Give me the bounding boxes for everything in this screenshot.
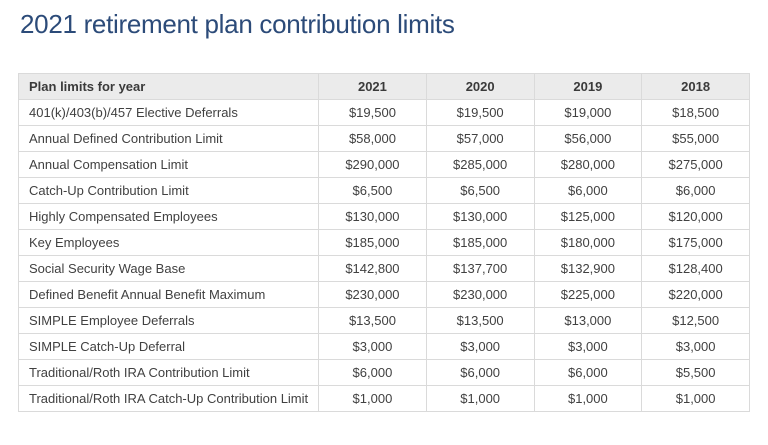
row-value: $19,000 [533,99,643,126]
row-label: Social Security Wage Base [17,255,320,282]
row-value: $58,000 [318,125,427,152]
row-value: $6,000 [425,359,535,386]
row-value: $130,000 [318,203,427,230]
row-value: $13,500 [318,307,427,334]
row-value: $57,000 [425,125,535,152]
column-header-2019: 2019 [533,73,643,100]
row-value: $230,000 [425,281,535,308]
row-value: $130,000 [425,203,535,230]
row-value: $180,000 [533,229,643,256]
table-body: 401(k)/403(b)/457 Elective Deferrals $19,… [17,99,750,412]
table-row: Annual Defined Contribution Limit $58,000… [17,125,750,152]
row-value: $1,000 [425,385,535,412]
row-label: Catch-Up Contribution Limit [17,177,320,204]
row-value: $185,000 [425,229,535,256]
row-value: $5,500 [641,359,750,386]
contribution-limits-table: Plan limits for year 2021 2020 2019 2018… [17,73,750,412]
row-value: $3,000 [318,333,427,360]
row-value: $3,000 [533,333,643,360]
table-row: 401(k)/403(b)/457 Elective Deferrals $19,… [17,99,750,126]
row-value: $6,500 [318,177,427,204]
row-value: $125,000 [533,203,643,230]
table-row: SIMPLE Employee Deferrals $13,500 $13,500 $… [17,307,750,334]
row-value: $6,000 [318,359,427,386]
row-label: 401(k)/403(b)/457 Elective Deferrals [17,99,320,126]
row-value: $225,000 [533,281,643,308]
table-row: SIMPLE Catch-Up Deferral $3,000 $3,000 $3,0… [17,333,750,360]
table-header: Plan limits for year 2021 2020 2019 2018 [17,73,750,100]
table-row: Traditional/Roth IRA Catch-Up Contributi… [17,385,750,412]
row-value: $142,800 [318,255,427,282]
row-value: $6,000 [533,177,643,204]
row-value: $6,000 [533,359,643,386]
row-label: Annual Compensation Limit [17,151,320,178]
row-value: $185,000 [318,229,427,256]
row-value: $55,000 [641,125,750,152]
row-label: Defined Benefit Annual Benefit Maximum [17,281,320,308]
row-label: Traditional/Roth IRA Catch-Up Contributi… [17,385,320,412]
row-value: $6,500 [425,177,535,204]
row-value: $175,000 [641,229,750,256]
row-value: $137,700 [425,255,535,282]
row-value: $56,000 [533,125,643,152]
row-value: $280,000 [533,151,643,178]
table-row: Catch-Up Contribution Limit $6,500 $6,500 $… [17,177,750,204]
row-value: $120,000 [641,203,750,230]
row-value: $3,000 [425,333,535,360]
row-value: $128,400 [641,255,750,282]
row-value: $19,500 [425,99,535,126]
page-title: 2021 retirement plan contribution limits [20,9,455,39]
row-value: $13,500 [425,307,535,334]
row-value: $6,000 [641,177,750,204]
row-value: $285,000 [425,151,535,178]
table-header-row: Plan limits for year 2021 2020 2019 2018 [17,73,750,100]
column-header-plan-limits: Plan limits for year [17,73,320,100]
table-row: Defined Benefit Annual Benefit Maximum $2… [17,281,750,308]
row-value: $19,500 [318,99,427,126]
row-value: $1,000 [641,385,750,412]
row-label: SIMPLE Employee Deferrals [17,307,320,334]
row-value: $18,500 [641,99,750,126]
row-label: Annual Defined Contribution Limit [17,125,320,152]
row-value: $13,000 [533,307,643,334]
row-label: SIMPLE Catch-Up Deferral [17,333,320,360]
column-header-2018: 2018 [641,73,750,100]
row-value: $290,000 [318,151,427,178]
column-header-2020: 2020 [425,73,535,100]
table-row: Highly Compensated Employees $130,000 $130… [17,203,750,230]
row-value: $220,000 [641,281,750,308]
table-row: Traditional/Roth IRA Contribution Limit $… [17,359,750,386]
row-value: $230,000 [318,281,427,308]
table-row: Social Security Wage Base $142,800 $137,70… [17,255,750,282]
column-header-2021: 2021 [318,73,427,100]
row-value: $1,000 [318,385,427,412]
row-value: $1,000 [533,385,643,412]
row-value: $275,000 [641,151,750,178]
row-label: Key Employees [17,229,320,256]
row-value: $3,000 [641,333,750,360]
row-value: $132,900 [533,255,643,282]
table-row: Key Employees $185,000 $185,000 $180,000 $17… [17,229,750,256]
row-value: $12,500 [641,307,750,334]
row-label: Traditional/Roth IRA Contribution Limit [17,359,320,386]
table-row: Annual Compensation Limit $290,000 $285,00… [17,151,750,178]
row-label: Highly Compensated Employees [17,203,320,230]
